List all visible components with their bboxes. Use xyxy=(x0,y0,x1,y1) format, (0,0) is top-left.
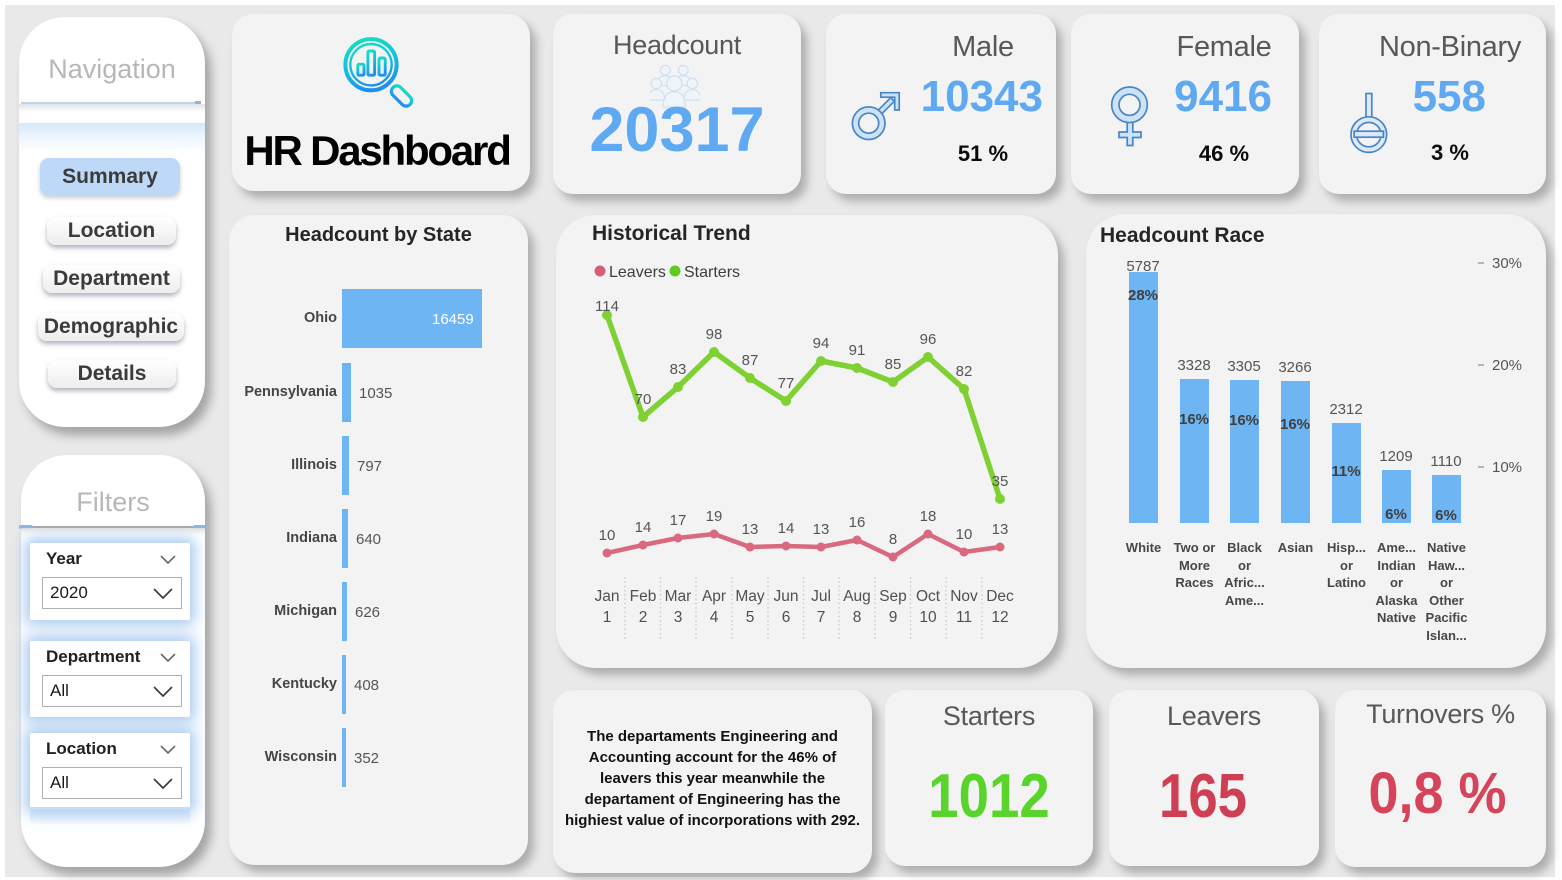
svg-text:35: 35 xyxy=(992,473,1009,490)
svg-text:Nov: Nov xyxy=(950,588,978,605)
svg-text:Jul: Jul xyxy=(811,588,831,605)
svg-text:11: 11 xyxy=(956,609,972,626)
svg-text:8: 8 xyxy=(889,531,897,548)
svg-text:Oct: Oct xyxy=(916,588,941,605)
svg-text:12: 12 xyxy=(991,609,1008,626)
svg-text:Leavers: Leavers xyxy=(609,264,666,281)
svg-text:9: 9 xyxy=(889,609,898,626)
svg-text:87: 87 xyxy=(742,352,759,369)
svg-text:14: 14 xyxy=(635,519,652,536)
svg-text:19: 19 xyxy=(706,508,723,525)
svg-text:7: 7 xyxy=(817,609,826,626)
svg-text:Feb: Feb xyxy=(630,588,657,605)
svg-text:10: 10 xyxy=(599,527,616,544)
svg-text:Jun: Jun xyxy=(774,588,799,605)
svg-text:83: 83 xyxy=(670,361,687,378)
svg-text:6: 6 xyxy=(782,609,791,626)
svg-text:4: 4 xyxy=(710,609,719,626)
svg-text:13: 13 xyxy=(992,521,1009,538)
svg-text:85: 85 xyxy=(885,356,902,373)
svg-text:10: 10 xyxy=(919,609,937,626)
svg-text:5: 5 xyxy=(746,609,755,626)
svg-text:Mar: Mar xyxy=(665,588,692,605)
svg-text:114: 114 xyxy=(595,298,619,315)
svg-text:91: 91 xyxy=(849,342,866,359)
svg-text:98: 98 xyxy=(706,326,723,343)
svg-text:3: 3 xyxy=(674,609,683,626)
svg-text:13: 13 xyxy=(813,521,830,538)
svg-text:17: 17 xyxy=(670,512,687,529)
svg-text:Aug: Aug xyxy=(843,588,871,605)
svg-text:94: 94 xyxy=(813,335,830,352)
svg-text:Dec: Dec xyxy=(986,588,1014,605)
svg-text:14: 14 xyxy=(778,520,795,537)
svg-text:Starters: Starters xyxy=(684,264,740,281)
svg-text:16: 16 xyxy=(849,514,866,531)
svg-text:96: 96 xyxy=(920,331,937,348)
svg-text:May: May xyxy=(735,588,765,605)
svg-text:18: 18 xyxy=(920,508,937,525)
svg-text:Apr: Apr xyxy=(702,588,726,605)
svg-text:82: 82 xyxy=(956,363,973,380)
svg-text:77: 77 xyxy=(778,375,795,392)
svg-text:2: 2 xyxy=(639,609,648,626)
svg-text:8: 8 xyxy=(853,609,862,626)
svg-text:10: 10 xyxy=(956,526,973,543)
svg-text:Sep: Sep xyxy=(879,588,907,605)
svg-text:1: 1 xyxy=(603,609,612,626)
svg-text:13: 13 xyxy=(742,521,759,538)
svg-text:Jan: Jan xyxy=(595,588,620,605)
svg-text:70: 70 xyxy=(635,391,652,408)
